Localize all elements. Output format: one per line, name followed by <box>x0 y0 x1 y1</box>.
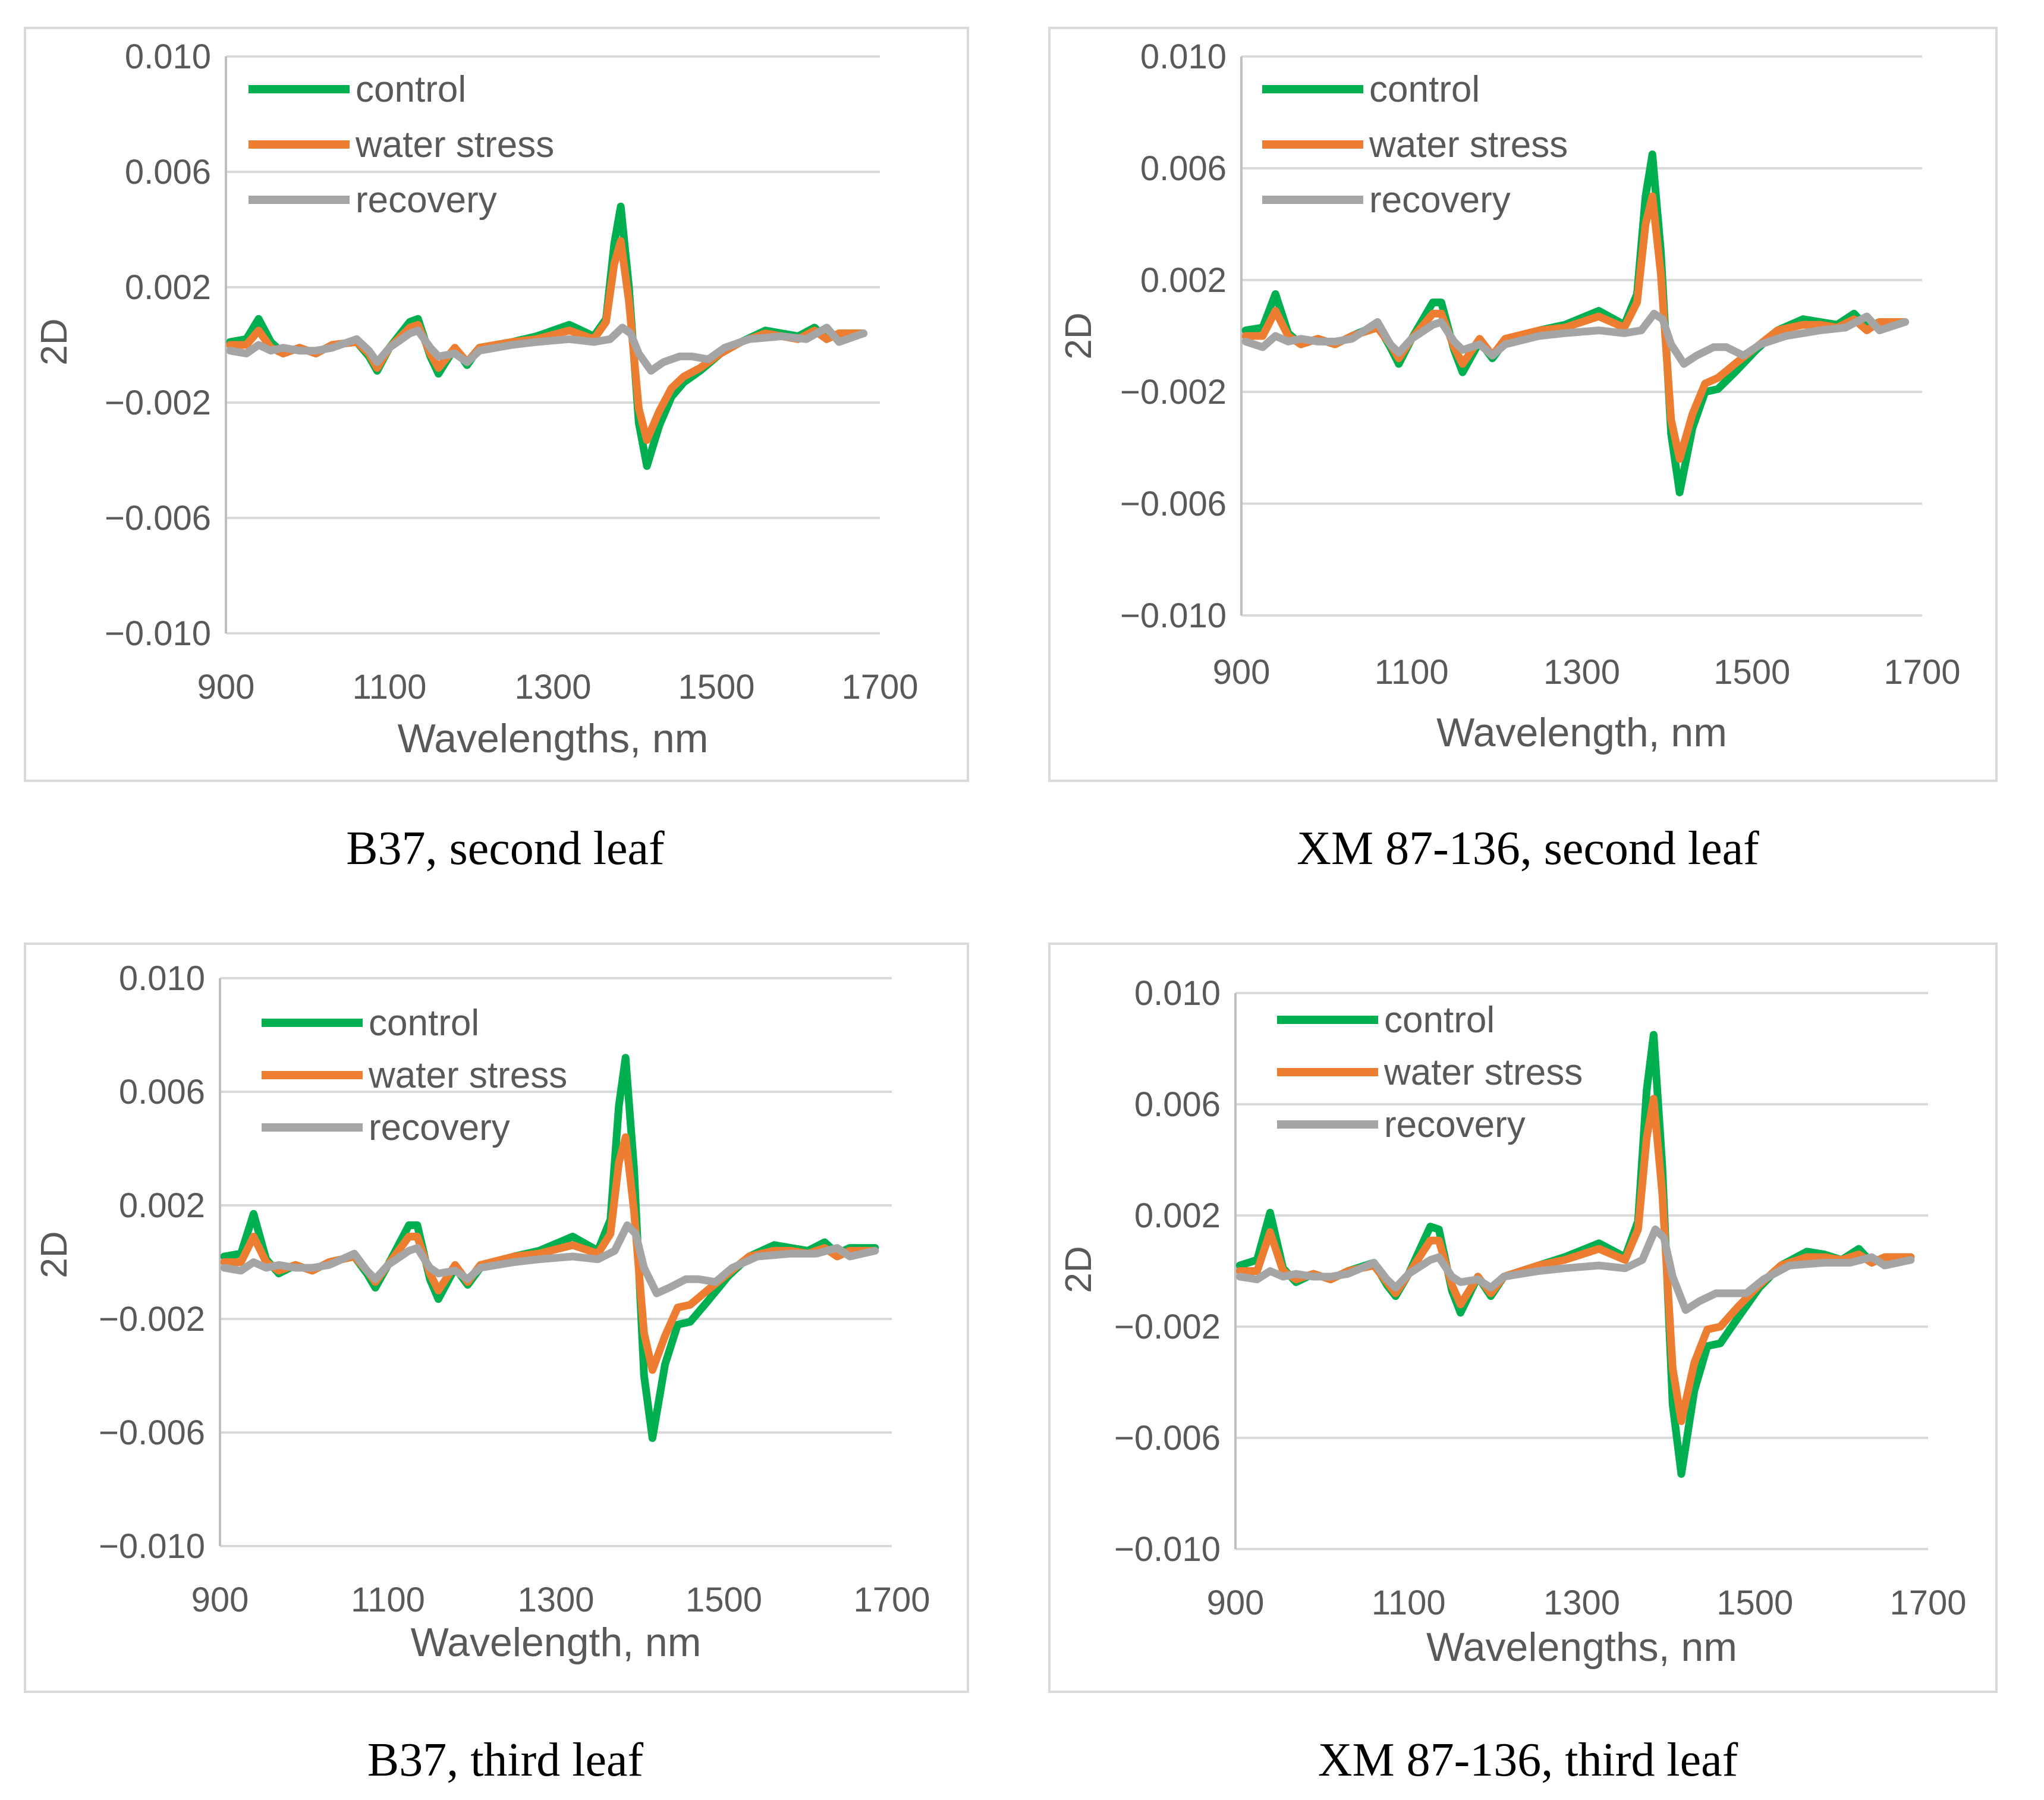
chart-caption: B37, third leaf <box>367 1734 644 1786</box>
x-axis-title: Wavelength, nm <box>1436 710 1727 755</box>
x-tick-label: 900 <box>1213 653 1271 692</box>
chart-frame <box>1048 27 1998 782</box>
y-tick-label: 0.010 <box>125 37 211 76</box>
legend-label: recovery <box>1369 180 1511 221</box>
y-tick-label: −0.006 <box>1114 1419 1221 1457</box>
legend-label: control <box>356 69 466 110</box>
y-tick-label: −0.006 <box>105 499 211 538</box>
series-line-recovery <box>226 323 867 375</box>
y-tick-label: −0.010 <box>99 1527 205 1566</box>
x-tick-label: 1700 <box>841 668 918 706</box>
series-line-recovery <box>220 1221 879 1298</box>
y-tick-label: −0.010 <box>1120 596 1227 635</box>
x-axis-title: Wavelength, nm <box>411 1620 702 1665</box>
chart-caption: B37, second leaf <box>346 822 665 875</box>
x-tick-label: 1500 <box>678 668 754 706</box>
legend-label: water stress <box>355 124 554 165</box>
y-tick-label: 0.006 <box>1140 149 1227 188</box>
chart-caption: XM 87-136, third leaf <box>1317 1734 1738 1786</box>
x-tick-label: 1300 <box>1543 1584 1620 1622</box>
y-tick-label: 0.002 <box>119 1186 205 1225</box>
y-tick-label: −0.002 <box>1114 1308 1221 1346</box>
y-tick-label: −0.002 <box>1120 373 1227 411</box>
y-tick-label: 0.006 <box>125 153 211 191</box>
x-axis-title: Wavelengths, nm <box>1426 1625 1737 1670</box>
y-axis-title: 2D <box>34 1231 75 1278</box>
legend-label: recovery <box>369 1107 510 1148</box>
y-tick-label: 0.002 <box>1140 261 1227 300</box>
legend-label: control <box>1384 1000 1495 1041</box>
y-axis-title: 2D <box>1058 312 1099 359</box>
x-tick-label: 1300 <box>514 668 591 706</box>
y-tick-label: −0.010 <box>1114 1530 1221 1569</box>
chart-b37-second-leaf: 0.010 0.006 0.002 −0.002 −0.006 −0.010 900 1100… <box>34 37 919 761</box>
y-tick-label: −0.002 <box>105 384 211 422</box>
y-tick-label: 0.010 <box>1140 37 1227 76</box>
chart-frame <box>1048 943 1998 1693</box>
legend-label: control <box>369 1003 479 1044</box>
y-tick-label: 0.010 <box>1134 974 1221 1013</box>
series-line-recovery <box>1241 309 1909 368</box>
x-tick-label: 1100 <box>351 1581 425 1619</box>
y-tick-label: 0.002 <box>125 268 211 307</box>
y-tick-label: −0.006 <box>1120 485 1227 523</box>
x-tick-label: 1100 <box>353 668 427 706</box>
y-tick-label: 0.006 <box>119 1073 205 1111</box>
x-tick-label: 900 <box>197 668 255 706</box>
y-tick-label: −0.002 <box>99 1300 205 1339</box>
x-tick-label: 1100 <box>1372 1584 1446 1622</box>
x-tick-label: 1700 <box>1883 653 1960 692</box>
chart-frame <box>24 27 969 782</box>
y-axis-title: 2D <box>1058 1246 1099 1293</box>
y-tick-label: 0.002 <box>1134 1196 1221 1235</box>
x-tick-label: 900 <box>1207 1584 1265 1622</box>
legend-label: control <box>1369 69 1480 110</box>
x-tick-label: 1300 <box>517 1581 594 1619</box>
x-axis-title: Wavelengths, nm <box>398 716 709 761</box>
x-tick-label: 900 <box>191 1581 249 1619</box>
x-tick-label: 1500 <box>1716 1584 1793 1622</box>
x-tick-label: 1500 <box>685 1581 762 1619</box>
y-tick-label: −0.006 <box>99 1413 205 1452</box>
y-tick-label: −0.010 <box>105 614 211 653</box>
y-axis-title: 2D <box>34 318 75 365</box>
series-line-recovery <box>1235 1225 1915 1314</box>
legend-label: recovery <box>356 180 497 221</box>
series-line-water-stress <box>1241 192 1909 463</box>
y-tick-label: 0.006 <box>1134 1085 1221 1124</box>
legend-label: water stress <box>1369 124 1568 165</box>
x-tick-label: 1500 <box>1713 653 1790 692</box>
chart-caption: XM 87-136, second leaf <box>1297 822 1759 875</box>
legend-label: recovery <box>1384 1104 1526 1145</box>
legend-label: water stress <box>1383 1052 1583 1093</box>
chart-xm-third-leaf: 0.010 0.006 0.002 −0.002 −0.006 −0.010 900 1100… <box>1058 974 1967 1670</box>
chart-b37-third-leaf: 0.010 0.006 0.002 −0.002 −0.006 −0.010 900 1100… <box>34 959 930 1665</box>
x-tick-label: 1300 <box>1543 653 1620 692</box>
x-tick-label: 1700 <box>853 1581 930 1619</box>
x-tick-label: 1700 <box>1889 1584 1966 1622</box>
y-tick-label: 0.010 <box>119 959 205 998</box>
chart-xm-second-leaf: 0.010 0.006 0.002 −0.002 −0.006 −0.010 900 1100… <box>1058 37 1961 755</box>
legend-label: water stress <box>368 1055 567 1096</box>
x-tick-label: 1100 <box>1375 653 1449 692</box>
